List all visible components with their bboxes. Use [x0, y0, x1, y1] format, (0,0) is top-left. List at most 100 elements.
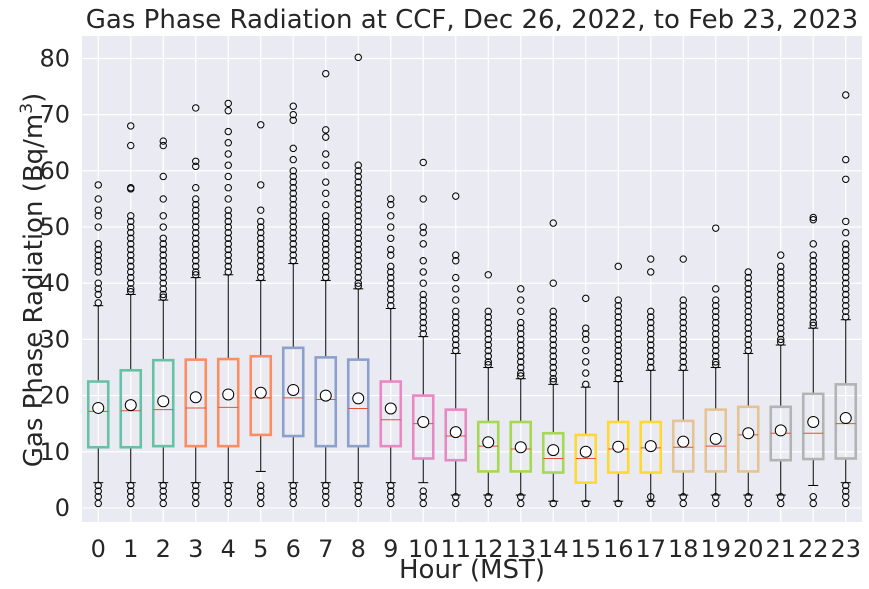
outlier-point [159, 257, 167, 265]
outlier-point [809, 213, 817, 222]
outlier-point [159, 245, 167, 254]
box-hour-20 [736, 268, 760, 508]
outlier-point [517, 307, 525, 316]
outlier-point [224, 493, 232, 501]
outlier-point [322, 178, 330, 186]
outlier-point [159, 137, 167, 145]
outlier-point [777, 279, 785, 287]
outlier-point [354, 53, 362, 62]
outlier-point [127, 257, 135, 265]
outlier-point [647, 330, 655, 338]
outlier-point [289, 116, 297, 124]
outlier-point [289, 481, 297, 490]
outlier-point [484, 318, 492, 327]
box-hour-7 [314, 69, 338, 508]
outlier-point [712, 285, 720, 293]
mean-marker [547, 444, 560, 457]
box-iqr [704, 408, 728, 473]
box-iqr [541, 431, 565, 474]
box-hour-10 [411, 158, 435, 508]
outlier-point [192, 251, 200, 259]
x-tick-label: 12 [473, 535, 504, 563]
outlier-point [94, 195, 102, 203]
outlier-point [224, 183, 232, 192]
outlier-point [549, 352, 557, 360]
box-hour-17 [639, 255, 663, 508]
outlier-point [322, 161, 330, 169]
outlier-point [809, 240, 817, 248]
outlier-point [549, 363, 557, 372]
box-hour-2 [151, 137, 175, 508]
outlier-point [517, 296, 525, 304]
outlier-point [647, 363, 655, 372]
box-iqr [476, 420, 500, 473]
outlier-point [712, 296, 720, 304]
outlier-point [419, 493, 427, 501]
box-hour-16 [606, 262, 630, 508]
outlier-point [289, 493, 297, 501]
outlier-point [549, 341, 557, 349]
outlier-point [354, 273, 362, 282]
outlier-point [322, 228, 330, 237]
box-hour-8 [346, 53, 370, 508]
outlier-point [809, 279, 817, 287]
outlier-point [452, 346, 460, 355]
y-tick-label: 60 [39, 157, 70, 185]
outlier-point [257, 181, 265, 189]
outlier-point [192, 228, 200, 237]
outlier-point [192, 157, 200, 165]
mean-marker [319, 389, 332, 402]
outlier-point [322, 189, 330, 198]
x-tick-label: 0 [91, 535, 106, 563]
outlier-point [419, 301, 427, 310]
outlier-point [159, 195, 167, 203]
outlier-point [842, 217, 850, 226]
x-tick-label: 4 [221, 535, 236, 563]
outlier-point [159, 285, 167, 293]
outlier-point [192, 245, 200, 254]
outlier-point [679, 313, 687, 321]
outlier-point [322, 487, 330, 495]
box-iqr [509, 420, 533, 473]
mean-marker [612, 440, 625, 453]
mean-marker [157, 395, 170, 408]
outlier-point [647, 307, 655, 316]
box-iqr [379, 380, 403, 448]
outlier-point [517, 324, 525, 332]
outlier-point [712, 224, 720, 232]
outlier-point [159, 279, 167, 287]
outlier-point [582, 346, 590, 355]
outlier-point [419, 195, 427, 203]
outlier-point [354, 189, 362, 198]
outlier-point [387, 212, 395, 220]
outlier-point [777, 324, 785, 332]
box-hour-9 [379, 195, 403, 508]
outlier-point [744, 296, 752, 304]
outlier-point [159, 268, 167, 276]
outlier-point [679, 358, 687, 366]
outlier-point [549, 335, 557, 344]
outlier-point [614, 296, 622, 304]
outlier-point [777, 318, 785, 327]
outlier-point [614, 313, 622, 321]
outlier-point [322, 262, 330, 271]
outlier-point [842, 240, 850, 248]
outlier-point [127, 234, 135, 242]
box-hour-15 [574, 294, 598, 508]
outlier-point [224, 251, 232, 259]
outlier-point [484, 341, 492, 349]
outlier-point [94, 493, 102, 501]
outlier-point [452, 324, 460, 332]
outlier-point [777, 313, 785, 321]
box-hour-21 [769, 251, 793, 508]
outlier-point [159, 212, 167, 220]
outlier-point [517, 285, 525, 293]
outlier-point [842, 313, 850, 321]
outlier-point [159, 273, 167, 282]
outlier-point [744, 313, 752, 321]
outlier-point [614, 307, 622, 316]
outlier-point [679, 255, 687, 263]
box-hour-18 [671, 255, 695, 508]
outlier-point [322, 150, 330, 158]
outlier-point [289, 110, 297, 119]
